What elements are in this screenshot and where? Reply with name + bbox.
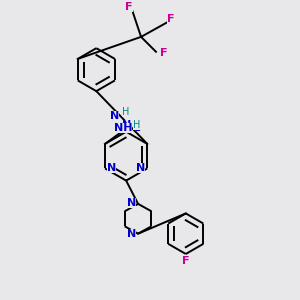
Text: F: F	[125, 2, 133, 12]
Text: N: N	[127, 198, 136, 208]
Text: NH: NH	[114, 123, 132, 134]
Text: N: N	[107, 164, 116, 173]
Text: H: H	[133, 119, 141, 130]
Text: 2: 2	[134, 124, 140, 134]
Text: N: N	[110, 111, 119, 121]
Text: N: N	[136, 164, 146, 173]
Text: N: N	[122, 120, 131, 130]
Text: F: F	[160, 48, 167, 58]
Text: H: H	[122, 107, 129, 117]
Text: F: F	[182, 256, 190, 266]
Text: N: N	[127, 229, 136, 239]
Text: F: F	[167, 14, 175, 24]
